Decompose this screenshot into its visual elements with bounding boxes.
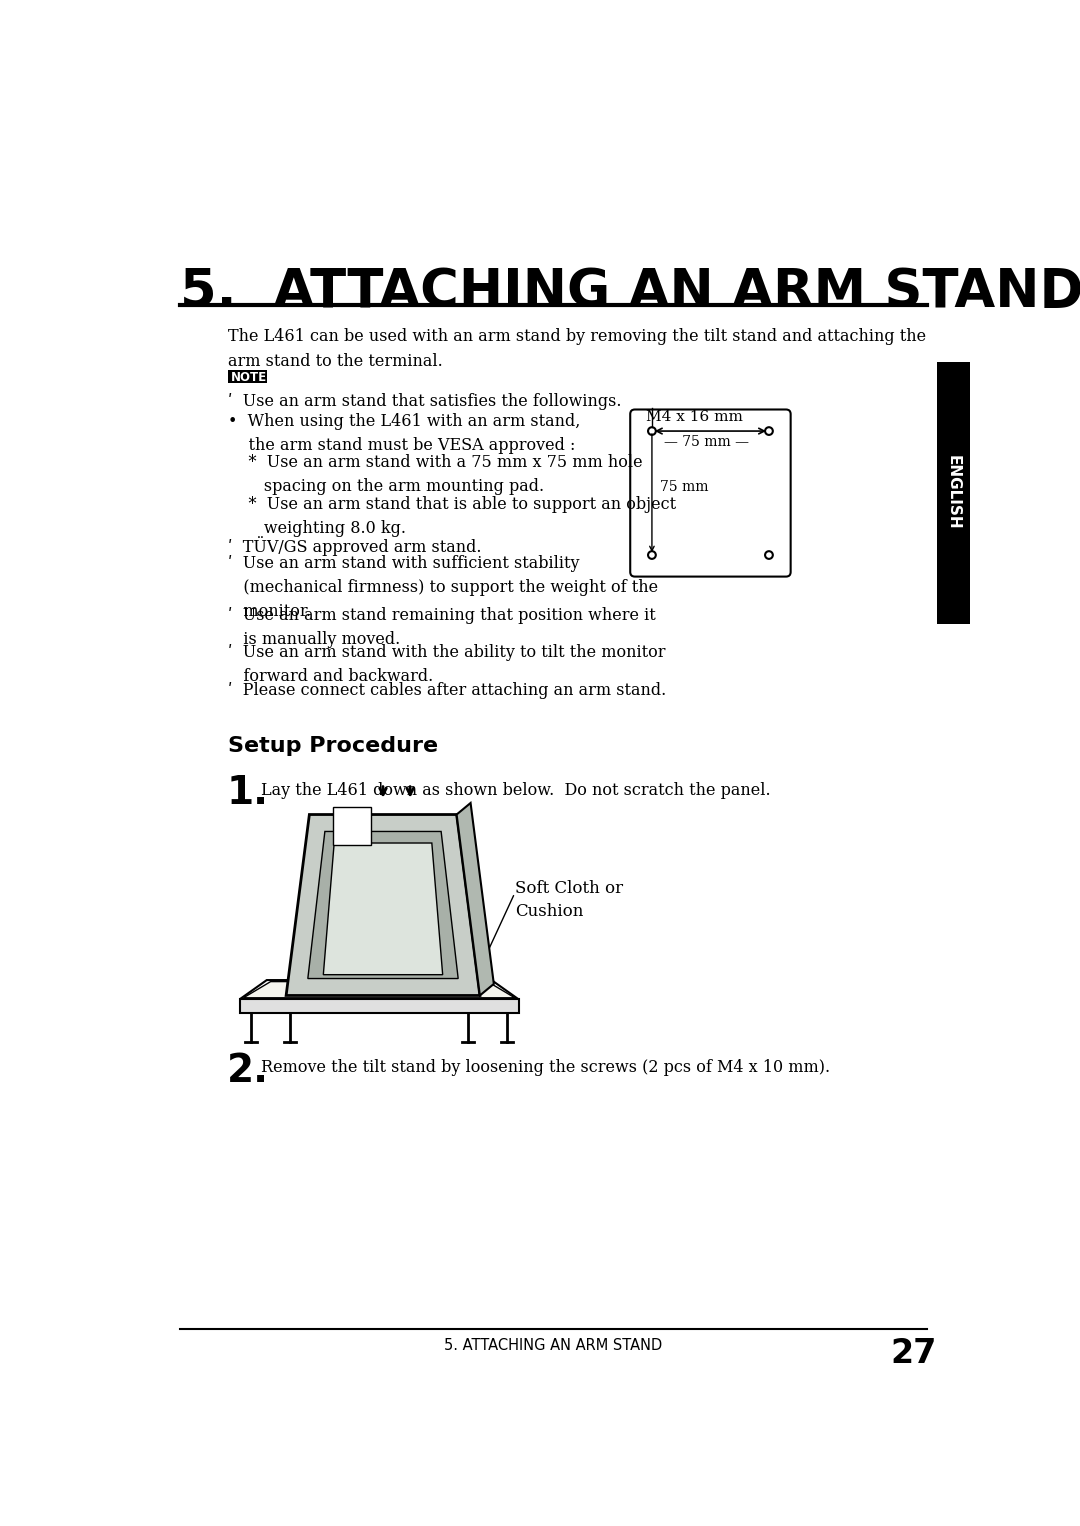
Text: 2.: 2. [227,1051,269,1090]
Text: ʹ  Use an arm stand remaining that position where it
   is manually moved.: ʹ Use an arm stand remaining that positi… [228,607,656,647]
Text: The L461 can be used with an arm stand by removing the tilt stand and attaching : The L461 can be used with an arm stand b… [228,328,927,371]
Text: ʹ  Please connect cables after attaching an arm stand.: ʹ Please connect cables after attaching … [228,682,666,699]
Text: ʹ  TÜV/GS approved arm stand.: ʹ TÜV/GS approved arm stand. [228,536,482,555]
Text: ʹ  Use an arm stand with sufficient stability
   (mechanical firmness) to suppor: ʹ Use an arm stand with sufficient stabi… [228,555,658,621]
Polygon shape [240,980,518,1000]
Text: Setup Procedure: Setup Procedure [228,736,438,755]
Text: M4 x 16 mm: M4 x 16 mm [647,410,743,424]
Text: ʹ  Use an arm stand with the ability to tilt the monitor
   forward and backward: ʹ Use an arm stand with the ability to t… [228,644,665,685]
Text: 75 mm: 75 mm [660,479,708,494]
Text: ENGLISH: ENGLISH [946,455,961,530]
Polygon shape [243,981,515,998]
Text: 5. ATTACHING AN ARM STAND: 5. ATTACHING AN ARM STAND [444,1338,663,1354]
Circle shape [648,427,656,435]
Polygon shape [308,832,458,978]
Circle shape [648,551,656,559]
Polygon shape [240,1000,518,1013]
Circle shape [765,427,773,435]
Text: NOTE: NOTE [231,371,267,385]
Polygon shape [333,807,372,845]
Text: *  Use an arm stand that is able to support an object
       weighting 8.0 kg.: * Use an arm stand that is able to suppo… [228,496,676,537]
Text: Lay the L461 down as shown below.  Do not scratch the panel.: Lay the L461 down as shown below. Do not… [260,783,770,800]
Text: ʹ  Use an arm stand that satisfies the followings.: ʹ Use an arm stand that satisfies the fo… [228,392,621,409]
Text: *  Use an arm stand with a 75 mm x 75 mm hole
       spacing on the arm mounting: * Use an arm stand with a 75 mm x 75 mm … [228,455,643,496]
Polygon shape [323,842,443,975]
Bar [228,371,267,383]
Text: •  When using the L461 with an arm stand,
    the arm stand must be VESA approve: • When using the L461 with an arm stand,… [228,412,580,453]
Text: 5.  ATTACHING AN ARM STAND: 5. ATTACHING AN ARM STAND [180,266,1080,319]
FancyBboxPatch shape [631,409,791,577]
Text: — 75 mm —: — 75 mm — [664,435,750,449]
Polygon shape [457,803,494,995]
Polygon shape [286,815,480,995]
Text: Remove the tilt stand by loosening the screws (2 pcs of M4 x 10 mm).: Remove the tilt stand by loosening the s… [260,1059,829,1076]
Bar [937,362,970,624]
Circle shape [765,551,773,559]
Text: 1.: 1. [227,775,269,812]
Text: 27: 27 [891,1337,937,1369]
Text: Soft Cloth or
Cushion: Soft Cloth or Cushion [515,881,623,920]
